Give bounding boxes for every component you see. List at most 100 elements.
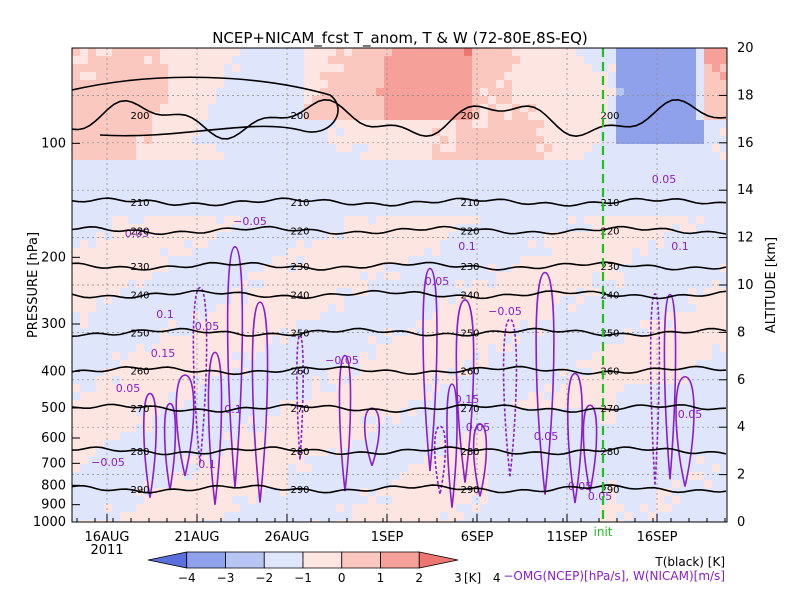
anomaly-cell xyxy=(312,192,321,201)
anomaly-cell xyxy=(552,256,561,265)
anomaly-cell xyxy=(464,520,473,522)
anomaly-cell xyxy=(368,136,377,145)
anomaly-cell xyxy=(384,176,393,185)
anomaly-cell xyxy=(584,456,593,465)
anomaly-cell xyxy=(536,200,545,209)
anomaly-cell xyxy=(528,160,537,169)
anomaly-cell xyxy=(152,512,161,521)
anomaly-cell xyxy=(520,352,529,361)
anomaly-cell xyxy=(464,64,473,73)
anomaly-cell xyxy=(640,464,649,473)
anomaly-cell xyxy=(640,384,649,393)
anomaly-cell xyxy=(544,224,553,233)
anomaly-cell xyxy=(480,256,489,265)
anomaly-cell xyxy=(656,472,665,481)
anomaly-cell xyxy=(456,464,465,473)
anomaly-cell xyxy=(200,64,209,73)
anomaly-cell xyxy=(256,424,265,433)
anomaly-cell xyxy=(400,384,409,393)
anomaly-cell xyxy=(472,176,481,185)
anomaly-cell xyxy=(648,208,657,217)
anomaly-cell xyxy=(216,376,225,385)
anomaly-cell xyxy=(128,232,137,241)
anomaly-cell xyxy=(424,296,433,305)
anomaly-cell xyxy=(288,264,297,273)
anomaly-cell xyxy=(504,96,513,105)
anomaly-cell xyxy=(336,520,345,522)
anomaly-cell xyxy=(240,296,249,305)
anomaly-cell xyxy=(136,88,145,97)
anomaly-cell xyxy=(608,512,617,521)
anomaly-cell xyxy=(688,344,697,353)
anomaly-cell xyxy=(688,224,697,233)
anomaly-cell xyxy=(128,312,137,321)
anomaly-cell xyxy=(288,240,297,249)
anomaly-cell xyxy=(648,504,657,513)
anomaly-cell xyxy=(640,512,649,521)
anomaly-cell xyxy=(464,296,473,305)
anomaly-cell xyxy=(112,272,121,281)
anomaly-cell xyxy=(184,240,193,249)
anomaly-cell xyxy=(648,224,657,233)
anomaly-cell xyxy=(544,200,553,209)
anomaly-cell xyxy=(272,192,281,201)
anomaly-cell xyxy=(672,128,681,137)
anomaly-cell xyxy=(256,96,265,105)
anomaly-cell xyxy=(216,232,225,241)
anomaly-cell xyxy=(336,336,345,345)
anomaly-cell xyxy=(168,320,177,329)
anomaly-cell xyxy=(368,456,377,465)
anomaly-cell xyxy=(376,456,385,465)
anomaly-cell xyxy=(528,128,537,137)
anomaly-cell xyxy=(288,440,297,449)
anomaly-cell xyxy=(368,80,377,89)
anomaly-cell xyxy=(296,200,305,209)
anomaly-cell xyxy=(280,240,289,249)
anomaly-cell xyxy=(176,184,185,193)
anomaly-cell xyxy=(712,176,721,185)
anomaly-cell xyxy=(456,224,465,233)
anomaly-cell xyxy=(320,296,329,305)
anomaly-cell xyxy=(72,432,81,441)
anomaly-cell xyxy=(440,360,449,369)
anomaly-cell xyxy=(288,208,297,217)
anomaly-cell xyxy=(336,128,345,137)
anomaly-cell xyxy=(120,184,129,193)
anomaly-cell xyxy=(368,520,377,522)
anomaly-cell xyxy=(472,208,481,217)
anomaly-cell xyxy=(368,472,377,481)
anomaly-cell xyxy=(72,280,81,289)
anomaly-cell xyxy=(624,432,633,441)
anomaly-cell xyxy=(296,104,305,113)
anomaly-cell xyxy=(512,408,521,417)
anomaly-cell xyxy=(240,352,249,361)
anomaly-cell xyxy=(512,464,521,473)
anomaly-cell xyxy=(104,472,113,481)
anomaly-cell xyxy=(176,416,185,425)
anomaly-cell xyxy=(208,248,217,257)
anomaly-cell xyxy=(200,160,209,169)
anomaly-cell xyxy=(336,216,345,225)
anomaly-cell xyxy=(600,72,609,81)
anomaly-cell xyxy=(360,488,369,497)
anomaly-cell xyxy=(104,168,113,177)
anomaly-cell xyxy=(168,224,177,233)
anomaly-cell xyxy=(520,400,529,409)
anomaly-cell xyxy=(408,352,417,361)
anomaly-cell xyxy=(240,504,249,513)
anomaly-cell xyxy=(352,120,361,129)
anomaly-cell xyxy=(552,280,561,289)
w-contour xyxy=(566,372,584,504)
anomaly-cell xyxy=(232,368,241,377)
anomaly-cell xyxy=(80,208,89,217)
anomaly-cell xyxy=(536,480,545,489)
anomaly-cell xyxy=(296,328,305,337)
anomaly-cell xyxy=(344,432,353,441)
anomaly-cell xyxy=(160,512,169,521)
anomaly-cell xyxy=(280,128,289,137)
anomaly-cell xyxy=(520,456,529,465)
anomaly-cell xyxy=(208,464,217,473)
anomaly-cell xyxy=(216,288,225,297)
anomaly-cell xyxy=(632,88,641,97)
anomaly-cell xyxy=(496,248,505,257)
